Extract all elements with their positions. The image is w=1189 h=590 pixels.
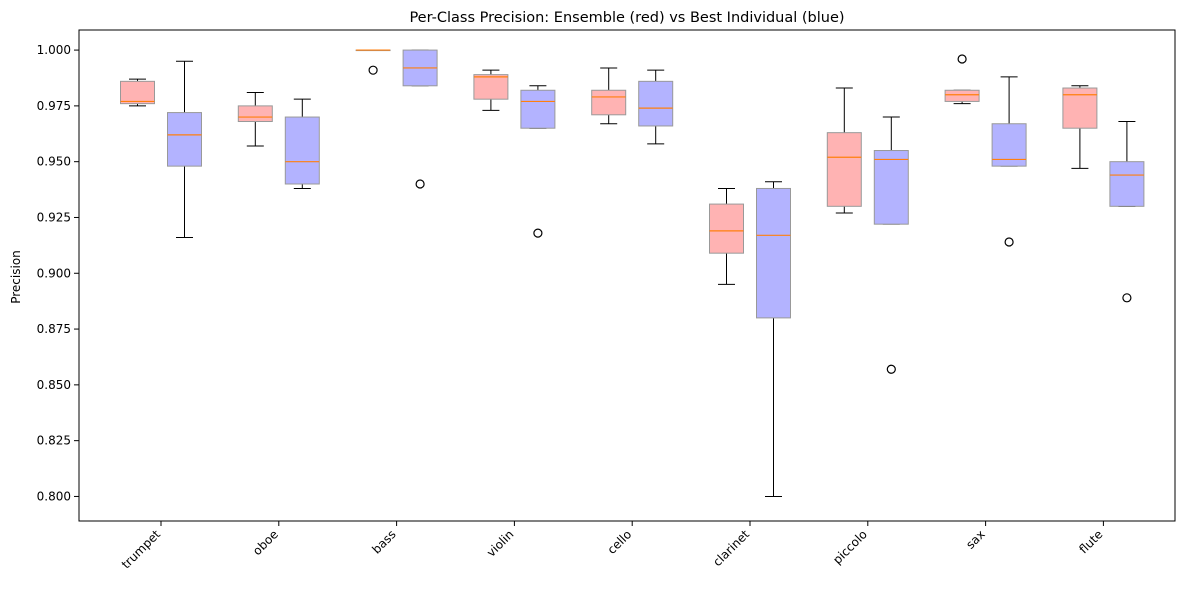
ensemble-box-violin xyxy=(473,74,509,100)
y-tick-label: 0.900 xyxy=(37,266,71,280)
y-tick-label: 0.875 xyxy=(37,322,71,336)
individual-outlier-bass xyxy=(415,179,425,189)
individual-outlier-sax xyxy=(1004,237,1014,247)
chart-title: Per-Class Precision: Ensemble (red) vs B… xyxy=(409,10,844,26)
plot-area: 0.800 0.825 0.850 0.875 0.900 0.925 0.950 0.975… xyxy=(37,43,1145,572)
individual-outlier-violin xyxy=(533,228,543,238)
ensemble-box-trumpet xyxy=(120,80,155,105)
ensemble-box-cello xyxy=(591,89,627,116)
individual-box-violin xyxy=(520,89,556,129)
x-tick-label-bass: bass xyxy=(369,527,398,556)
individual-outlier-piccolo xyxy=(886,364,896,374)
ensemble-box-oboe xyxy=(237,105,273,123)
ensemble-outlier-bass xyxy=(368,65,378,75)
y-tick-label: 0.975 xyxy=(37,99,71,113)
ensemble-box-piccolo xyxy=(826,132,862,207)
x-tick-label-cello: cello xyxy=(605,527,635,557)
individual-box-clarinet xyxy=(756,187,791,319)
individual-box-cello xyxy=(638,80,674,127)
ensemble-box-clarinet xyxy=(709,203,744,254)
y-axis-label: Precision xyxy=(9,250,23,304)
ensemble-box-flute xyxy=(1062,87,1098,129)
x-tick-label-violin: violin xyxy=(484,527,517,560)
ensemble-outlier-sax xyxy=(957,54,967,64)
y-tick-label: 0.925 xyxy=(37,210,71,224)
individual-box-trumpet xyxy=(167,112,202,167)
y-tick-label: 0.800 xyxy=(37,489,71,503)
y-tick-label: 0.950 xyxy=(37,155,71,169)
individual-box-flute xyxy=(1109,161,1145,207)
y-tick-label: 0.850 xyxy=(37,378,71,392)
x-tick-label-sax: sax xyxy=(963,527,988,552)
plot-frame xyxy=(78,29,1176,522)
x-tick-label-flute: flute xyxy=(1076,527,1105,556)
ensemble-box-sax xyxy=(944,89,980,102)
y-tick-label: 0.825 xyxy=(37,434,71,448)
x-tick-label-trumpet: trumpet xyxy=(119,527,164,572)
x-tick-label-piccolo: piccolo xyxy=(830,527,870,567)
x-tick-label-clarinet: clarinet xyxy=(710,527,752,569)
x-tick-label-oboe: oboe xyxy=(250,527,281,558)
individual-box-oboe xyxy=(284,116,320,185)
y-tick-label: 1.000 xyxy=(37,43,71,57)
individual-outlier-flute xyxy=(1122,293,1132,303)
individual-box-piccolo xyxy=(873,150,909,225)
